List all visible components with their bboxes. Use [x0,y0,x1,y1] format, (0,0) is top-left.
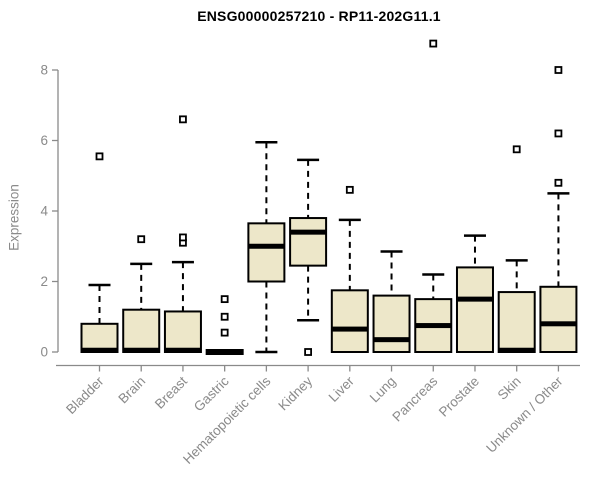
box [80,322,119,353]
outlier-point [220,295,229,304]
x-tick-label-brain: Brain [115,374,148,407]
x-tick-label-unknown-other: Unknown / Other [483,373,566,456]
x-tick-label-skin: Skin [495,374,524,403]
x-tick-label-kidney: Kidney [275,373,315,413]
outlier-point [429,39,438,48]
chart-title: ENSG00000257210 - RP11-202G11.1 [197,8,441,24]
y-tick-label-2: 2 [40,274,48,289]
box [163,310,202,353]
x-tick-label-breast: Breast [152,373,190,411]
box [455,266,494,353]
box-group-hematopoietic-cells [247,141,286,354]
box [122,308,161,354]
box [247,222,286,283]
outlier-point [554,178,563,187]
median-line [331,326,368,332]
median-line [123,347,160,353]
outlier-point [554,129,563,138]
outlier-point [345,185,354,194]
box-group-bladder [80,152,119,353]
box-group-gastric [205,295,244,355]
outlier-point [512,145,521,154]
box-group-kidney [289,158,328,356]
x-tick-label-prostate: Prostate [436,374,482,420]
outlier-point [179,115,187,124]
outlier-point [95,152,104,161]
x-tick-label-bladder: Bladder [63,373,107,417]
median-line [540,321,577,327]
box [372,294,411,354]
y-tick-label-4: 4 [40,204,48,219]
median-line [498,347,535,353]
box-group-pancreas [414,39,453,353]
box-group-skin [497,145,536,354]
x-tick-label-lung: Lung [367,374,399,406]
median-line [81,347,118,353]
median-line-flat [205,349,244,355]
box-group-breast [163,115,202,353]
outlier-point [137,235,146,244]
box [330,289,369,353]
x-tick-label-gastric: Gastric [191,373,232,414]
outlier-point [220,312,229,321]
y-axis-label: Expression [6,184,22,251]
y-tick-label-6: 6 [40,133,48,148]
box-group-unknown-other [539,66,578,354]
y-tick-label-8: 8 [40,63,48,78]
median-line [415,323,452,329]
median-line [164,347,201,353]
median-line [290,229,327,235]
median-line [248,243,285,249]
outlier-point [220,328,229,337]
box [289,217,328,267]
median-line [373,337,410,343]
outlier-point [179,233,187,242]
outlier-point [304,348,313,356]
box [539,285,578,354]
box-group-lung [372,250,411,354]
outlier-point [554,66,563,74]
x-tick-label-pancreas: Pancreas [389,373,440,424]
x-tick-label-liver: Liver [326,373,358,405]
box [497,291,536,354]
box-group-liver [330,185,369,353]
box-group-prostate [455,234,494,353]
y-tick-label-0: 0 [40,345,48,360]
box-group-brain [122,235,161,354]
median-line [456,296,493,302]
